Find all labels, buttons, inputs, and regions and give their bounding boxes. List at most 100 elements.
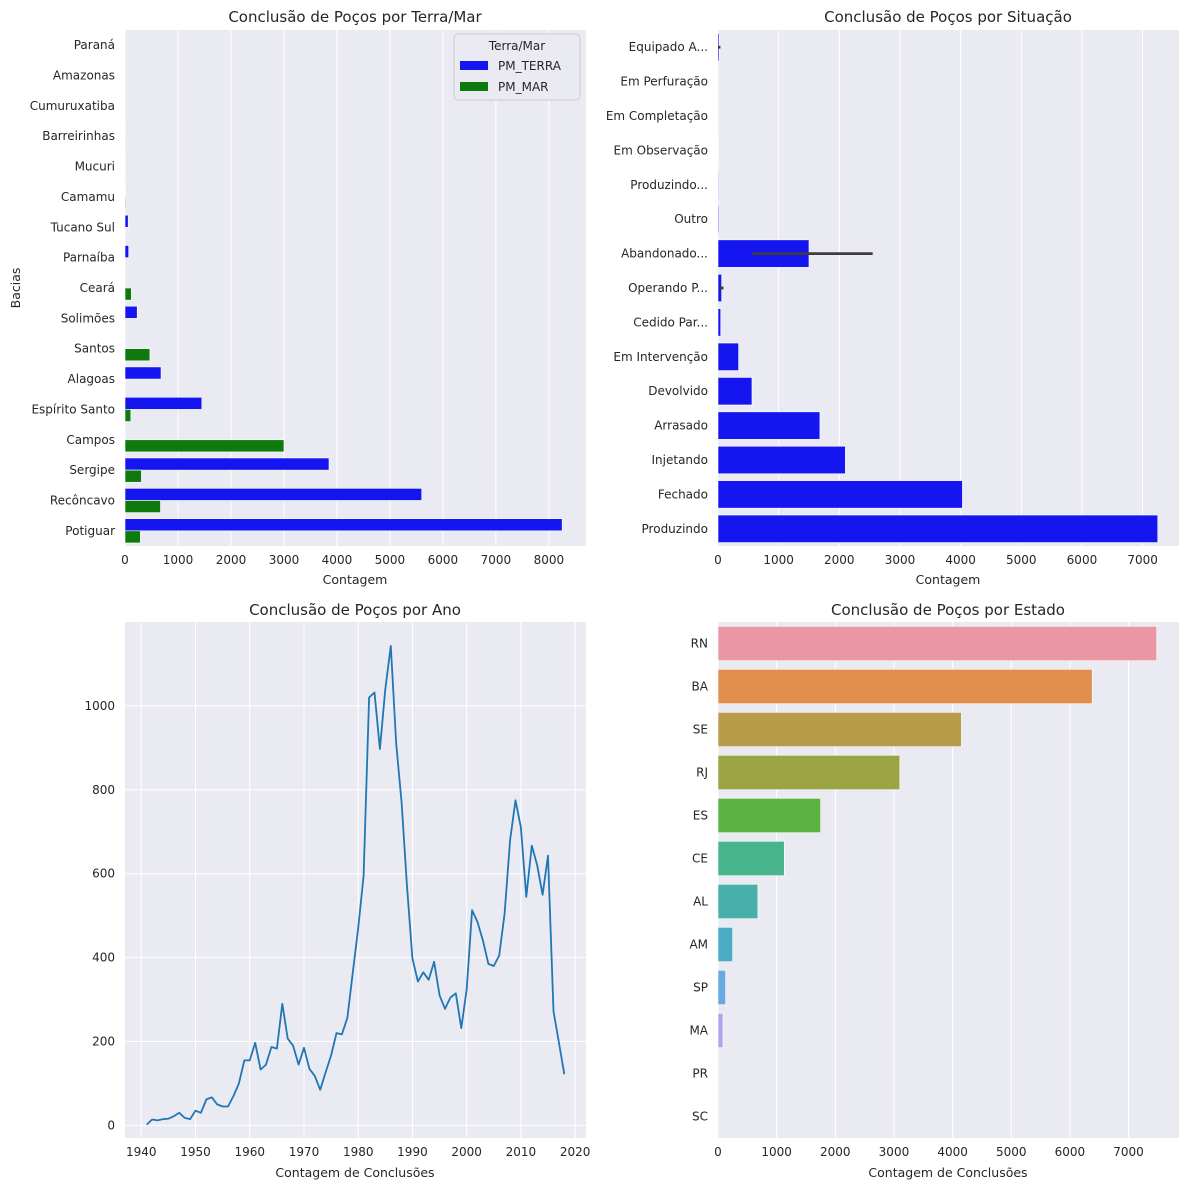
bar: [717, 969, 726, 1005]
x-tick-label: 1980: [343, 1145, 374, 1159]
chart-terra-mar: 0 1000 2000 3000 4000 5000 6000 7000 8000 Paraná A…: [8, 8, 586, 587]
chart-title: Conclusão de Poços por Situação: [824, 8, 1072, 26]
y-tick-label: Em Intervenção: [613, 350, 708, 364]
bar-pm-mar: [124, 530, 141, 544]
y-tick-label: Outro: [674, 212, 708, 226]
y-tick-label: Ceará: [80, 281, 115, 295]
bar-pm-terra: [124, 184, 126, 198]
y-tick-label: Cumuruxatiba: [30, 99, 115, 113]
x-tick-label: 6000: [428, 553, 459, 567]
y-tick-label: Em Completação: [606, 109, 708, 123]
x-tick-label: 6000: [1067, 553, 1098, 567]
x-tick-label: 1970: [289, 1145, 320, 1159]
x-tick-label: 4000: [945, 553, 976, 567]
y-tick-label: Santos: [74, 342, 115, 356]
y-tick-label: Abandonado...: [621, 247, 708, 261]
x-tick-label: 1990: [397, 1145, 428, 1159]
y-tick-label: 200: [92, 1035, 115, 1049]
bar: [717, 883, 759, 919]
y-tick-label: BA: [692, 680, 709, 694]
x-tick-label: 4000: [937, 1145, 968, 1159]
bar: [717, 308, 722, 337]
y-tick-label: Em Observação: [614, 143, 708, 157]
x-tick-label: 1950: [180, 1145, 211, 1159]
bar-pm-terra: [124, 396, 203, 410]
bar: [717, 411, 821, 440]
bar: [717, 1012, 724, 1048]
y-tick-label: Paraná: [74, 38, 115, 52]
x-tick-label: 1000: [761, 1145, 792, 1159]
gridlines: [717, 622, 1130, 1138]
x-tick-label: 7000: [1113, 1145, 1144, 1159]
x-tick-label: 2000: [451, 1145, 482, 1159]
x-tick-label: 2000: [820, 1145, 851, 1159]
ticks: 0 1000 2000 3000 4000 5000 6000 7000 8000 Paraná A…: [30, 38, 564, 567]
y-tick-label: 0: [107, 1118, 115, 1132]
legend-swatch-terra: [460, 61, 488, 70]
chart-ano: 1940 1950 1960 1970 1980 1990 2000 2010 2020 0 200…: [84, 601, 590, 1180]
line-path: [146, 645, 566, 1126]
line-series: [146, 645, 566, 1126]
y-tick-label: RN: [691, 637, 708, 651]
bar-pm-mar: [124, 287, 132, 301]
x-tick-label: 5000: [1006, 553, 1037, 567]
y-tick-label: 600: [92, 867, 115, 881]
x-tick-label: 0: [714, 1145, 722, 1159]
bars: [717, 33, 1159, 543]
y-tick-label: Devolvido: [648, 384, 708, 398]
y-tick-label: Injetando: [652, 453, 708, 467]
y-tick-label: AL: [693, 895, 708, 909]
bar-pm-terra: [124, 518, 563, 532]
chart-title: Conclusão de Poços por Estado: [831, 601, 1065, 619]
bar: [717, 480, 963, 509]
legend-title: Terra/Mar: [488, 39, 545, 53]
bar: [717, 754, 901, 790]
y-tick-label: Solimões: [61, 311, 115, 325]
legend: Terra/Mar PM_TERRA PM_MAR: [453, 33, 581, 101]
y-tick-label: Parnaíba: [63, 251, 115, 265]
bar-pm-mar: [124, 196, 127, 210]
y-tick-label: AM: [689, 938, 708, 952]
chart-estado: 0 1000 2000 3000 4000 5000 6000 7000 RN BA SE RJ ES C…: [689, 601, 1179, 1180]
y-tick-label: Tucano Sul: [50, 220, 115, 234]
ticks: 0 1000 2000 3000 4000 5000 6000 7000 Equipado A.…: [606, 40, 1158, 567]
x-tick-label: 2020: [560, 1145, 591, 1159]
y-tick-label: Amazonas: [53, 69, 115, 83]
x-tick-label: 1940: [126, 1145, 157, 1159]
bar: [717, 445, 846, 475]
x-tick-label: 1000: [763, 553, 794, 567]
y-tick-label: Mucuri: [75, 160, 115, 174]
x-tick-label: 8000: [534, 553, 565, 567]
x-axis-label: Contagem: [323, 572, 388, 587]
x-tick-label: 0: [714, 553, 722, 567]
bar-pm-mar: [124, 439, 285, 453]
plot-area: [718, 622, 1179, 1138]
ticks: 0 1000 2000 3000 4000 5000 6000 7000 RN BA SE RJ ES C…: [689, 637, 1143, 1160]
bar: [717, 668, 1093, 704]
bar-pm-terra: [124, 457, 330, 471]
bar-pm-mar: [124, 348, 151, 362]
bar: [717, 205, 720, 234]
legend-label-mar: PM_MAR: [498, 80, 549, 94]
bar-pm-mar: [124, 500, 161, 513]
y-tick-label: Campos: [66, 433, 115, 447]
y-tick-label: SC: [692, 1110, 708, 1124]
y-tick-label: Produzindo...: [630, 178, 708, 192]
y-tick-label: Alagoas: [68, 372, 115, 386]
chart-situacao: 0 1000 2000 3000 4000 5000 6000 7000 Equipado A.…: [606, 8, 1179, 587]
y-tick-label: Em Perfuração: [620, 75, 708, 89]
bar: [717, 342, 739, 371]
plot-area: [125, 622, 586, 1138]
y-tick-label: Arrasado: [654, 419, 708, 433]
y-tick-label: SE: [693, 723, 708, 737]
x-tick-label: 5000: [996, 1145, 1027, 1159]
bar-pm-mar: [124, 409, 132, 422]
gridlines: [125, 622, 586, 1138]
ticks: 1940 1950 1960 1970 1980 1990 2000 2010 2020 0 200…: [84, 699, 590, 1159]
y-tick-label: Recôncavo: [50, 493, 115, 507]
bars: [717, 625, 1158, 1135]
x-axis-label: Contagem de Conclusões: [275, 1165, 434, 1180]
y-tick-label: PR: [692, 1067, 708, 1081]
y-tick-label: Cedido Par...: [633, 315, 708, 329]
